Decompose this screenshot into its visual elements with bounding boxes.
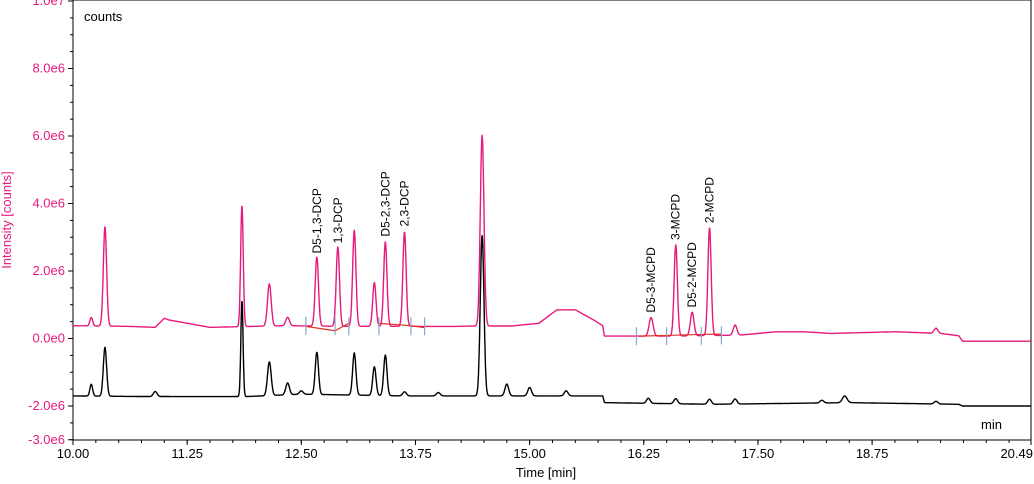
y-axis-title: Intensity [counts]	[0, 171, 14, 269]
trace-pink	[72, 134, 1032, 342]
y-tick-label: -3.0e6	[28, 432, 65, 447]
peak-label: D5-2,3-DCP	[378, 171, 392, 236]
x-tick-label: 13.75	[399, 446, 432, 461]
integration-baseline	[666, 333, 702, 337]
y-tick-label: 8.0e6	[32, 61, 65, 76]
trace-black	[72, 234, 1032, 407]
corner-unit-label: counts	[84, 9, 123, 24]
x-tick-label: 17.50	[742, 446, 775, 461]
y-tick-label: 1.0e7	[32, 0, 65, 8]
x-unit-label: min	[981, 417, 1002, 432]
peak-label: D5-3-MCPD	[644, 247, 658, 313]
peak-label: 3-MCPD	[669, 194, 683, 240]
series-layer	[72, 134, 1032, 407]
y-tick-label: 4.0e6	[32, 196, 65, 211]
y-tick-label: 0.0e0	[32, 331, 65, 346]
x-tick-label: 16.25	[628, 446, 661, 461]
x-tick-label: 11.25	[171, 446, 203, 461]
x-axis-title: Time [min]	[516, 465, 576, 480]
integration-baseline	[410, 325, 425, 329]
integration-baseline	[305, 325, 336, 332]
y-tick-label: 6.0e6	[32, 128, 65, 143]
peak-label: 2,3-DCP	[398, 180, 412, 226]
peak-label: D5-1,3-DCP	[310, 188, 324, 253]
integration-baseline	[639, 334, 667, 337]
x-tick-label: 15.00	[513, 446, 546, 461]
integration-baseline	[334, 322, 350, 332]
integration-baseline	[378, 322, 411, 327]
x-tick-label: 20.49	[1000, 446, 1033, 461]
axis-layer: 1.0e7 8.0e6 6.0e6 4.0e6 2.0e6 0.0e0 -2.0e6 -3.0…	[28, 0, 1033, 461]
y-tick-label: 2.0e6	[32, 263, 65, 278]
plot-frame	[72, 0, 1032, 441]
peak-label: 1,3-DCP	[331, 197, 345, 243]
integration-baseline-layer	[305, 316, 723, 346]
peak-label: D5-2-MCPD	[685, 242, 699, 308]
plot-frame-layer	[72, 0, 1032, 441]
x-tick-label: 18.75	[856, 446, 889, 461]
peak-label: 2-MCPD	[703, 177, 717, 223]
peak-annotation-layer: D5-1,3-DCP 1,3-DCP D5-2,3-DCP 2,3-DCP D5-3-M…	[310, 171, 717, 312]
y-tick-label: -2.0e6	[28, 398, 65, 413]
x-tick-label: 10.00	[57, 446, 90, 461]
x-tick-label: 12.50	[285, 446, 318, 461]
